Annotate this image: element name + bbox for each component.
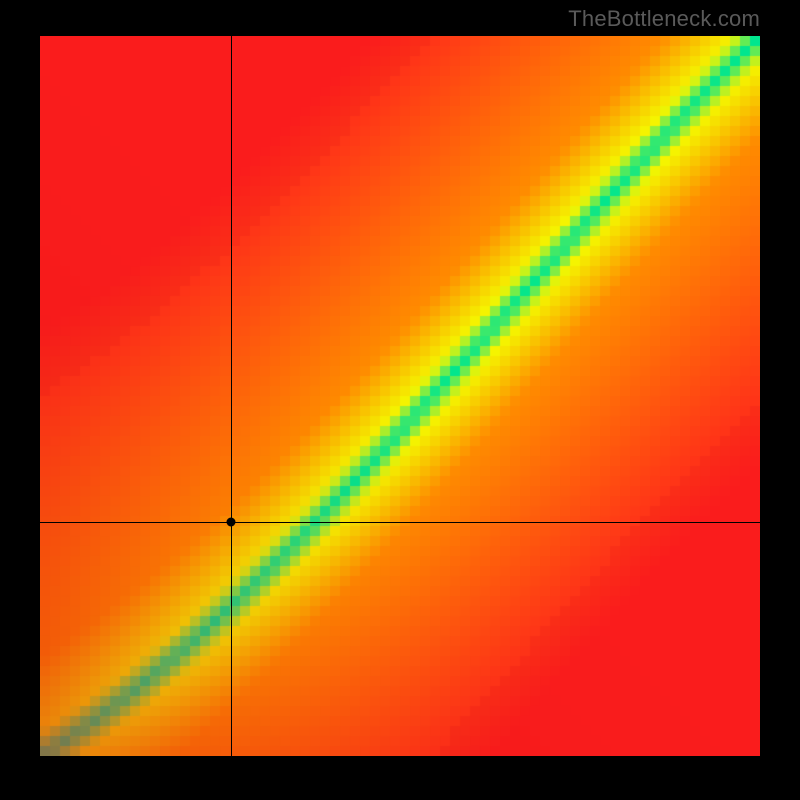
heatmap-canvas xyxy=(40,36,760,756)
frame: TheBottleneck.com xyxy=(0,0,800,800)
crosshair-vertical xyxy=(231,36,232,756)
marker-point xyxy=(226,518,235,527)
watermark-text: TheBottleneck.com xyxy=(568,6,760,32)
heatmap-plot xyxy=(40,36,760,756)
crosshair-horizontal xyxy=(40,522,760,523)
